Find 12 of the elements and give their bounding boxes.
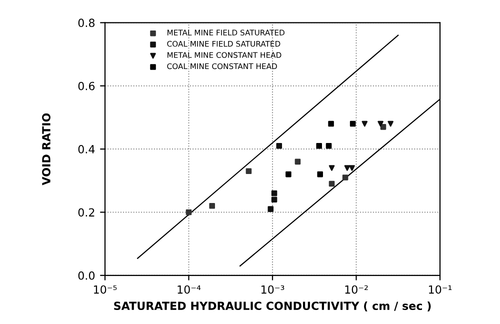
y-axis-title: VOID RATIO — [42, 113, 50, 186]
y-tick-label: 0.2 — [78, 208, 94, 217]
x-tick-label: 10⁻⁴ — [178, 285, 201, 294]
y-tick-label: 0.0 — [78, 271, 95, 280]
y-tick-label: 0.8 — [78, 18, 95, 28]
x-tick-label: 10⁻¹ — [428, 285, 452, 294]
x-axis-title: SATURATED HYDRAULIC CONDUCTIVITY ( cm / sec ) — [114, 301, 431, 312]
x-tick-label: 10⁻⁵ — [94, 285, 117, 294]
y-tick-label: 0.4 — [78, 145, 95, 154]
y-tick-label: 0.6 — [78, 82, 95, 90]
x-tick-label: 10⁻² — [345, 285, 368, 294]
x-tick-label: 10⁻³ — [261, 285, 284, 294]
